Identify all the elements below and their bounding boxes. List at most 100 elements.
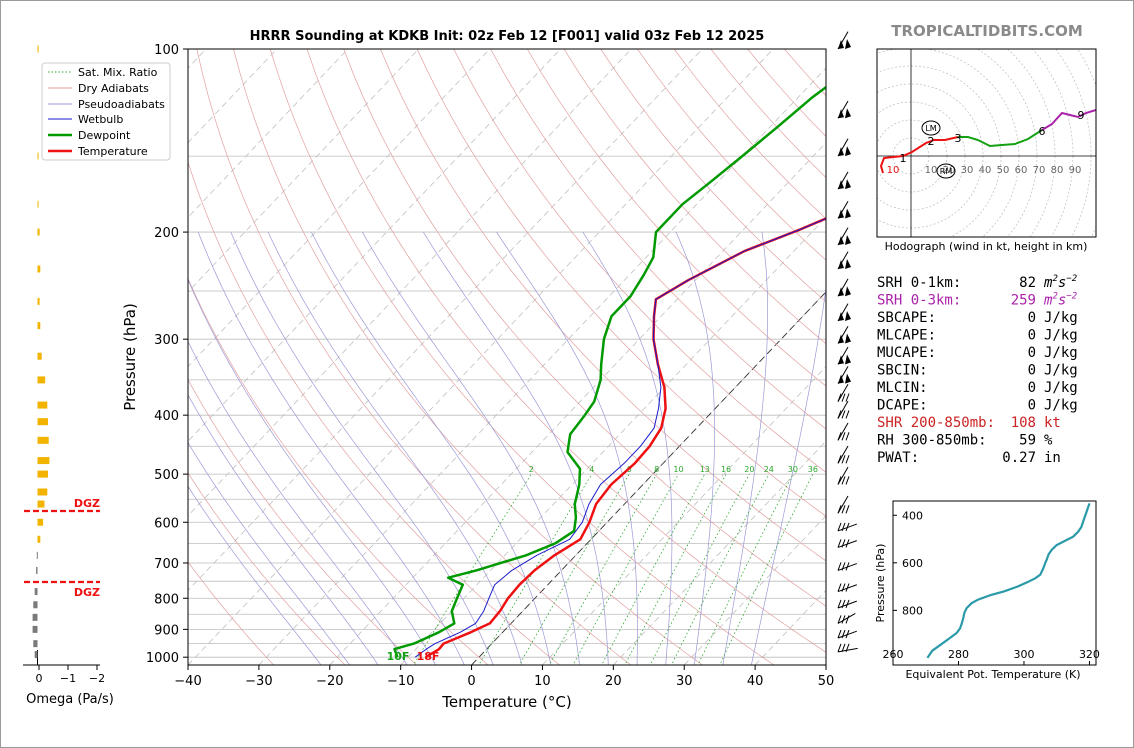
- dry-adiabat-line: [416, 49, 826, 517]
- mixing-ratio-line: [697, 473, 794, 665]
- omega-tick-label-2: −2: [89, 672, 105, 685]
- theta-x-tick-label: 320: [1079, 648, 1100, 661]
- dgz-top-label: DGZ: [74, 497, 100, 510]
- legend-box: [41, 62, 171, 161]
- wind-barb: [837, 227, 851, 246]
- mixing-ratio-label: 20: [744, 465, 754, 474]
- legend-label-mixratio: Sat. Mix. Ratio: [78, 66, 158, 79]
- omega-bar: [37, 352, 42, 360]
- param-unit: J/kg: [1044, 380, 1078, 396]
- hodograph-surface-label: 10: [887, 165, 900, 176]
- chart-title: HRRR Sounding at KDKB Init: 02z Feb 12 […: [250, 29, 765, 44]
- theta-e-frame: [892, 500, 1097, 666]
- omega-bar: [37, 457, 50, 465]
- pseudoadiabat-line: [188, 394, 379, 665]
- omega-bar: [33, 601, 38, 609]
- profile-line-dewpoint: [393, 85, 826, 658]
- param-value: 0.27: [1002, 450, 1036, 466]
- wind-barb: [837, 466, 850, 485]
- omega-bar: [37, 376, 46, 384]
- mixing-ratio-line: [601, 473, 706, 665]
- omega-bar: [32, 613, 38, 621]
- param-value: 0: [1028, 345, 1036, 361]
- dry-adiabat-line: [380, 49, 826, 562]
- wind-barb: [837, 278, 851, 297]
- wind-barb: [837, 171, 851, 190]
- param-unit: in: [1044, 450, 1061, 466]
- theta-e-xlabel: Equivalent Pot. Temperature (K): [905, 668, 1080, 681]
- omega-bar: [37, 228, 40, 236]
- pseudoadiabat-line: [362, 231, 580, 665]
- storm-motion-markers: LM RM: [921, 120, 956, 179]
- param-value: 82: [1019, 275, 1036, 291]
- hodograph-ring-label: 40: [979, 165, 992, 176]
- y-tick-label: 800: [154, 592, 179, 607]
- wind-barb: [837, 31, 851, 50]
- mixing-ratio-label: 10: [673, 465, 683, 474]
- y-tick-label: 500: [154, 468, 179, 483]
- mixing-ratio-label: 16: [721, 465, 731, 474]
- hodograph-height-label: 1: [900, 152, 907, 165]
- param-label: MLCIN:: [877, 380, 928, 396]
- pseudoadiabat-line: [188, 441, 351, 665]
- mixing-ratio-line: [649, 473, 750, 665]
- isotherm-line: [188, 49, 774, 665]
- dry-adiabat-line: [526, 49, 826, 387]
- wind-barb: [837, 562, 857, 571]
- wind-barb: [837, 138, 851, 157]
- x-tick-label: 30: [676, 674, 693, 689]
- isotherm-line: [329, 142, 826, 665]
- wind-barb: [837, 422, 850, 441]
- legend-label-temperature: Temperature: [77, 145, 148, 158]
- hodograph-caption: Hodograph (wind in kt, height in km): [885, 240, 1088, 253]
- zero-isotherm-line: [471, 291, 826, 665]
- mixing-ratio-label: 8: [654, 465, 659, 474]
- x-tick-label: 40: [747, 674, 764, 689]
- isotherm-line: [258, 67, 826, 665]
- param-unit: J/kg: [1044, 310, 1078, 326]
- skewt-ticks: −40 −30 −20 −10 0 10 20 30 40 50 100 200 300 400 500 60…: [146, 43, 834, 689]
- parameter-table: SRH 0-1km: 82 m2s−2 SRH 0-3km: 259 m2s−2 SBCAP…: [877, 274, 1078, 466]
- omega-tick-label-0: 0: [36, 672, 43, 685]
- theta-e-trace: [926, 503, 1091, 659]
- omega-bar: [37, 436, 49, 444]
- hodograph-height-label: 6: [1039, 125, 1046, 138]
- mixing-ratio-labels: 2 4 6 8 10 13 16 20 24 30 36: [529, 465, 818, 474]
- pseudoadiabat-line: [188, 278, 436, 665]
- omega-bars: [32, 45, 50, 659]
- param-unit: J/kg: [1044, 328, 1078, 344]
- dry-adiabat-line: [233, 49, 703, 665]
- x-tick-label: 0: [467, 674, 475, 689]
- param-unit-srh: m2s−2: [1043, 274, 1077, 291]
- omega-bar: [34, 651, 38, 659]
- hodograph-ring-label: 90: [1069, 165, 1082, 176]
- param-unit-srh: m2s−2: [1043, 292, 1077, 309]
- param-label: RH 300-850mb:: [877, 433, 987, 449]
- y-tick-label: 300: [154, 333, 179, 348]
- hodograph-segment: [879, 136, 959, 174]
- isotherm-line: [188, 49, 490, 368]
- dry-adiabat-line: [196, 49, 632, 665]
- pseudoadiabat-line: [230, 231, 494, 665]
- pseudoadiabat-line: [188, 340, 408, 665]
- x-tick-label: −10: [387, 674, 414, 689]
- mixing-ratio-line: [478, 473, 593, 665]
- param-label: SHR 200-850mb:: [877, 415, 995, 431]
- mixing-ratio-line: [671, 473, 770, 665]
- x-tick-label: 50: [818, 674, 835, 689]
- skewt-background-lines: [188, 49, 826, 665]
- profile-line-temperature: [425, 217, 826, 659]
- hodograph-segment: [958, 129, 1043, 148]
- hodograph-segment: [1041, 109, 1096, 131]
- surface-dewpoint-label: 10F: [387, 650, 410, 663]
- param-unit: J/kg: [1044, 398, 1078, 414]
- hodograph-ring-label: 50: [997, 165, 1010, 176]
- pseudoadiabat-line: [582, 231, 673, 665]
- hodograph-ring-label: 20: [943, 165, 956, 176]
- omega-tick-label-1: −1: [60, 672, 76, 685]
- omega-bar: [34, 588, 38, 596]
- param-unit: J/kg: [1044, 363, 1078, 379]
- mixing-ratio-line: [572, 473, 679, 665]
- left-mover-label: LM: [925, 124, 936, 133]
- param-value: 0: [1028, 328, 1036, 344]
